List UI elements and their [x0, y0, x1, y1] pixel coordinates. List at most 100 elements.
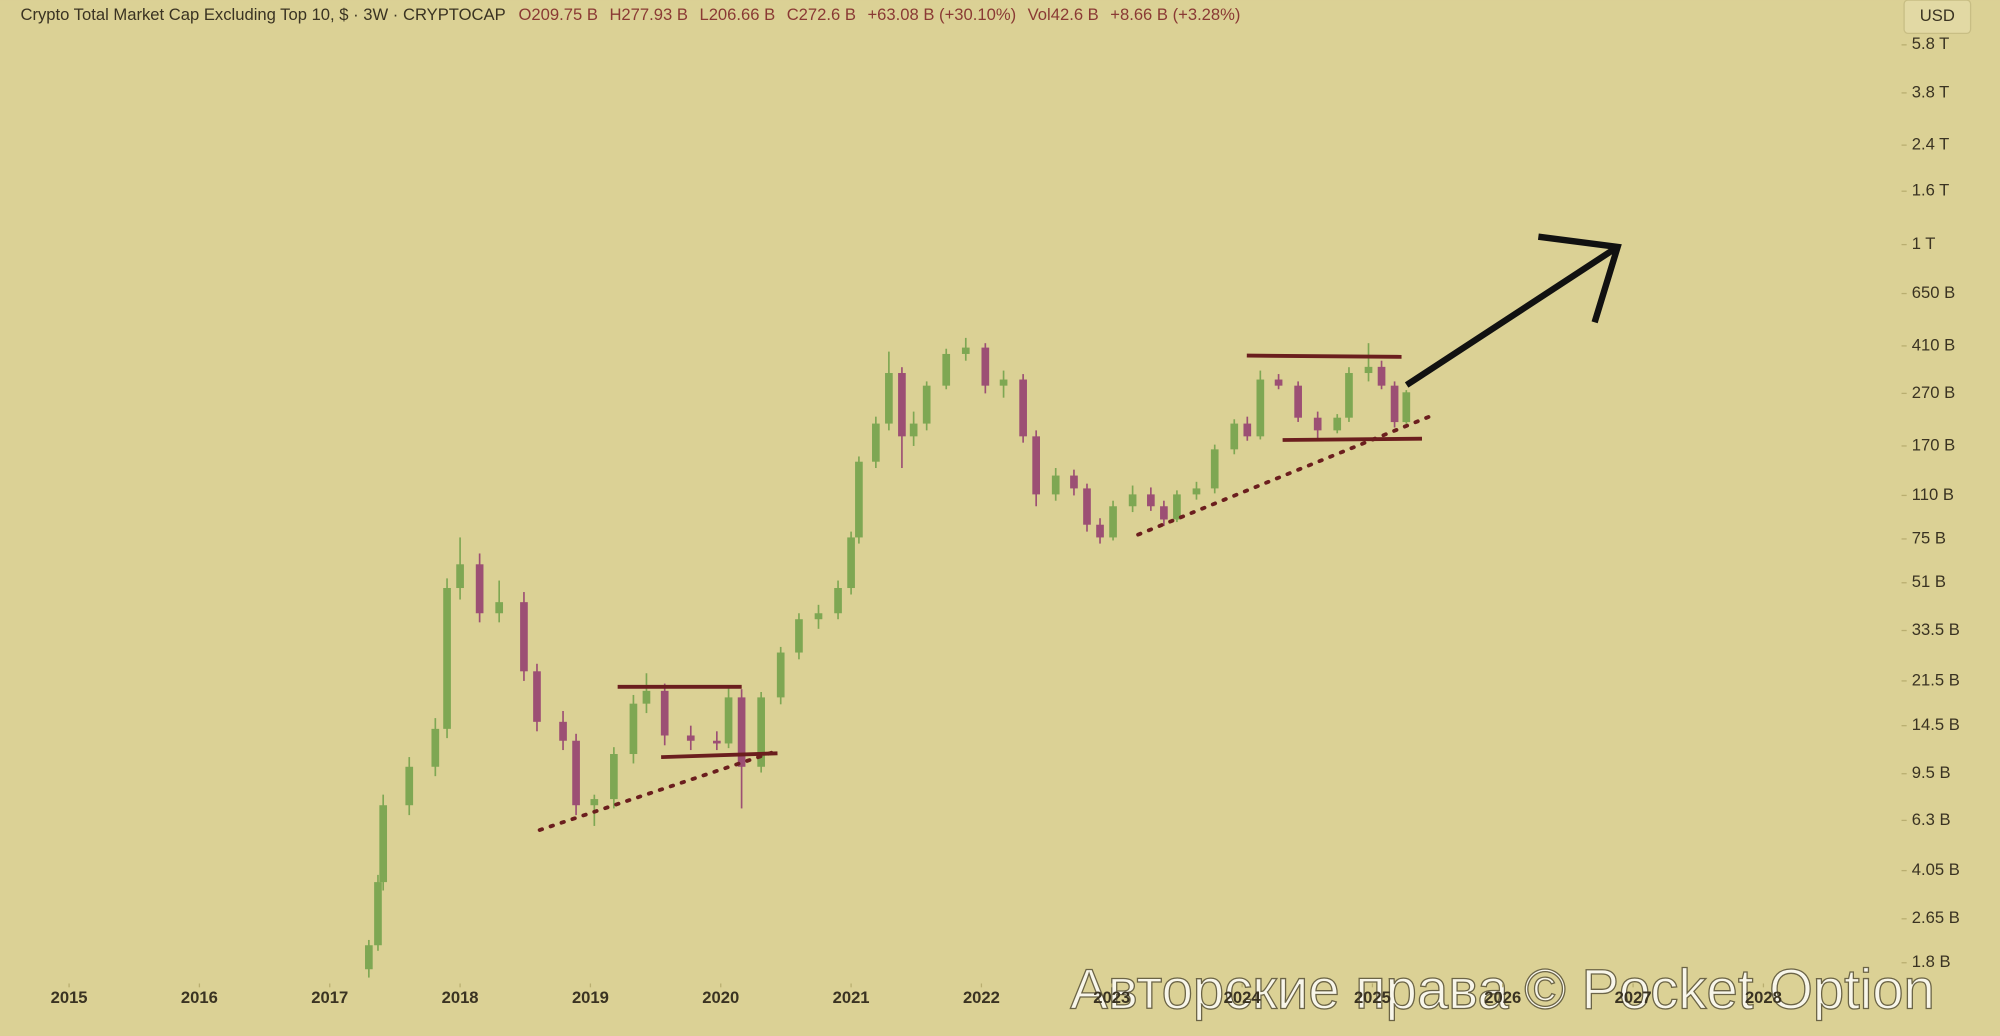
legend-item: +63.08 B (+30.10%) [867, 5, 1016, 24]
currency-button[interactable] [1903, 0, 1972, 34]
y-tick-label: 1 T [1912, 234, 1936, 253]
candle-body [898, 373, 906, 437]
legend-item: H277.93 B [609, 5, 688, 24]
y-tick-label: 410 B [1912, 335, 1955, 354]
candle-body [1377, 366, 1386, 386]
trendline [537, 748, 780, 832]
y-tick-label: 270 B [1912, 383, 1955, 402]
candle-body [814, 613, 823, 620]
candle-body [365, 945, 373, 970]
x-tick-label: 2024 [1224, 988, 1262, 1007]
candle-body [405, 766, 414, 806]
y-tick-label: 5.8 T [1912, 34, 1950, 53]
candle-body [855, 461, 863, 538]
legend-item: O209.75 B [519, 5, 598, 24]
x-tick-label: 2023 [1093, 988, 1130, 1007]
range-bottom [661, 751, 778, 760]
candle-body [1032, 436, 1040, 495]
candle-body [1294, 385, 1302, 418]
candle-body [1128, 494, 1137, 507]
candle-body [642, 690, 651, 704]
candle-body [1096, 524, 1104, 538]
y-tick-label: 110 B [1912, 485, 1954, 504]
y-tick-label: 6.3 B [1912, 810, 1951, 829]
x-tick-label: 2027 [1615, 988, 1652, 1007]
y-tick-label: 2.4 T [1912, 135, 1950, 154]
candle-body [629, 703, 638, 755]
candle-body [757, 697, 765, 767]
trendline [1136, 412, 1437, 537]
x-tick-label: 2026 [1484, 988, 1521, 1007]
y-tick-label: 4.05 B [1912, 860, 1960, 879]
candle-body [795, 619, 803, 653]
candle-body [1243, 423, 1252, 437]
y-tick-label: 1.8 B [1912, 952, 1951, 971]
candle-body [1147, 494, 1155, 507]
candle-body [872, 423, 880, 462]
candle-body [456, 564, 464, 589]
candle-body [1109, 506, 1117, 538]
x-tick-label: 2019 [572, 988, 609, 1007]
y-tick-label: 75 B [1912, 528, 1946, 547]
range-top [1246, 353, 1402, 359]
x-tick-label: 2016 [181, 988, 218, 1007]
x-tick-label: 2021 [833, 988, 870, 1007]
plot-area [365, 337, 1411, 978]
candle-body [379, 805, 388, 883]
watermark: Авторские права © Pocket Option [1070, 958, 1935, 1021]
legend-item: +8.66 B (+3.28%) [1110, 5, 1240, 24]
candle-body [1345, 373, 1353, 418]
y-tick-label: 33.5 B [1912, 620, 1960, 639]
y-tick-label: 9.5 B [1912, 763, 1951, 782]
arrow-head [1537, 233, 1622, 324]
legend-item: C272.6 B [787, 5, 856, 24]
candle-body [1230, 423, 1239, 450]
candle-body [1402, 392, 1411, 423]
candle-body [737, 697, 746, 767]
candle-body [922, 385, 931, 424]
candle-body [559, 721, 567, 741]
candle-body [1210, 449, 1219, 489]
x-tick-label: 2025 [1354, 988, 1391, 1007]
candle-body [572, 740, 580, 806]
arrow [1404, 244, 1620, 388]
candle-body [834, 588, 842, 614]
candle-body [1173, 494, 1181, 520]
candle-body [1313, 417, 1322, 431]
candle-body [1083, 488, 1091, 525]
candle-body [1364, 366, 1373, 374]
candle-body [999, 379, 1008, 386]
candle-body [1051, 475, 1060, 495]
x-tick-label: 2028 [1745, 988, 1782, 1007]
candle-body [1256, 379, 1265, 437]
candle-body [443, 588, 451, 729]
y-tick-label: 51 B [1912, 572, 1946, 591]
candle-body [981, 347, 990, 386]
x-tick-label: 2020 [702, 988, 739, 1007]
annotations [537, 233, 1622, 832]
candle-body [520, 602, 528, 672]
candle-body [1019, 379, 1027, 437]
candle-body [724, 697, 733, 744]
candle-body [1192, 488, 1201, 495]
x-tick-label: 2022 [963, 988, 1000, 1007]
y-tick-label: 2.65 B [1912, 908, 1960, 927]
y-tick-label: 14.5 B [1912, 715, 1960, 734]
y-tick-label: 3.8 T [1912, 82, 1950, 101]
currency-label[interactable]: USD [1920, 6, 1955, 25]
candle-body [1274, 379, 1283, 386]
legend-item: L206.66 B [699, 5, 775, 24]
y-tick-label: 21.5 B [1912, 670, 1960, 689]
candle-body [374, 882, 382, 946]
ohlc-legend: O209.75 B H277.93 B L206.66 B C272.6 B +63.0… [519, 5, 1241, 24]
y-tick-label: 170 B [1912, 435, 1955, 454]
range-bottom [1282, 436, 1423, 442]
x-tick-label: 2015 [51, 988, 88, 1007]
candle-body [660, 690, 669, 736]
candle-body [942, 353, 951, 386]
candle-body [847, 537, 855, 589]
y-tick-label: 1.6 T [1912, 181, 1950, 200]
